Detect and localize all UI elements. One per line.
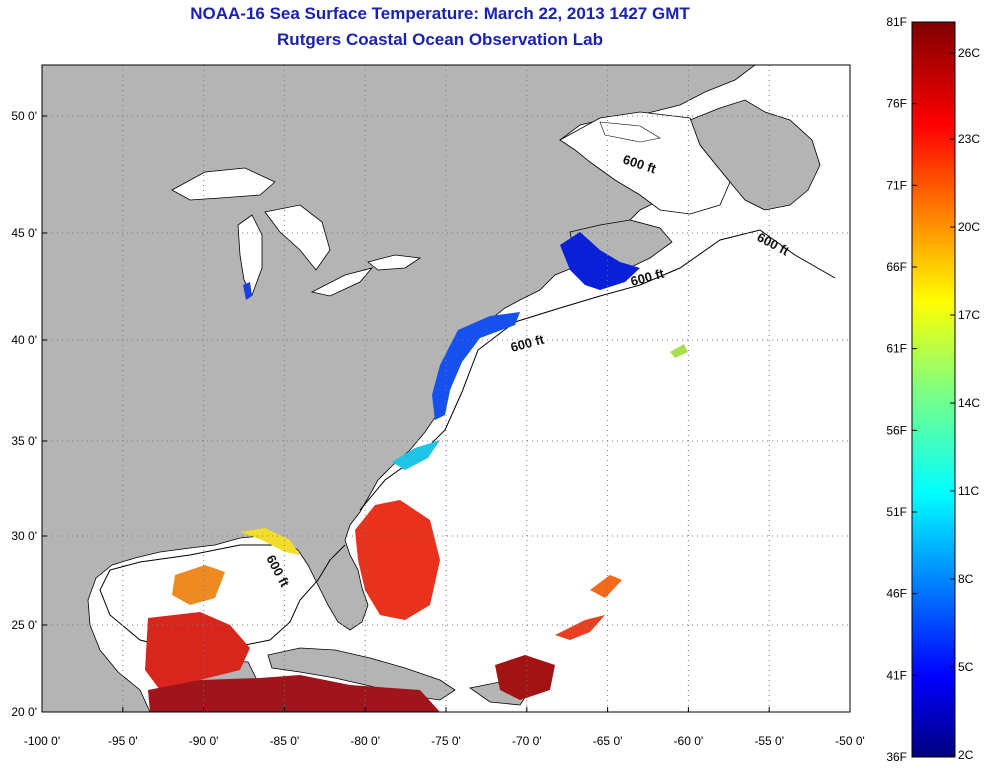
lake-michigan	[237, 214, 263, 296]
y-tick-label: 20 0'	[11, 705, 37, 719]
x-axis: -100 0' -95 0' -90 0' -85 0' -80 0' -75 0' -70…	[24, 707, 865, 748]
sst-cool-hatteras	[392, 440, 440, 470]
y-tick-label: 35 0'	[11, 434, 37, 448]
colorbar-f-label: 46F	[886, 587, 907, 601]
x-tick-label: -85 0'	[270, 734, 300, 748]
lake-ontario	[367, 254, 422, 271]
x-tick-label: -95 0'	[108, 734, 138, 748]
lake-superior	[171, 167, 276, 201]
sst-offshore-green	[670, 344, 688, 358]
colorbar-f-label: 56F	[886, 423, 907, 437]
sst-gulf-yellow-coast	[240, 528, 300, 555]
y-tick-label: 50 0'	[11, 109, 37, 123]
colorbar-celsius-labels: 26C 23C 20C 17C 14C 11C 8C 5C 2C	[950, 46, 980, 762]
colorbar-c-label: 26C	[958, 46, 980, 60]
map-title: NOAA-16 Sea Surface Temperature: March 2…	[190, 4, 690, 23]
sst-gulf-central	[172, 565, 225, 605]
x-tick-label: -55 0'	[754, 734, 784, 748]
colorbar-c-label: 20C	[958, 220, 980, 234]
colorbar-fahrenheit-labels: 81F 76F 71F 66F 61F 56F 51F 46F 41F 36F	[886, 15, 917, 764]
sst-warm-caribbean-east	[495, 655, 555, 700]
lake-winnipeg-area	[599, 121, 661, 143]
y-axis: 20 0' 25 0' 30 0' 35 0' 40 0' 45 0' 50 0'	[11, 109, 47, 719]
colorbar-c-label: 8C	[958, 572, 974, 586]
sst-warm-florida	[355, 500, 440, 620]
x-tick-label: -70 0'	[512, 734, 542, 748]
sst-lake-michigan	[243, 282, 252, 300]
lake-erie	[310, 267, 374, 297]
x-tick-label: -90 0'	[189, 734, 219, 748]
sst-gulf-west	[145, 612, 250, 690]
colorbar-c-label: 14C	[958, 396, 980, 410]
lake-huron	[264, 204, 331, 271]
colorbar-f-label: 41F	[886, 668, 907, 682]
y-tick-label: 30 0'	[11, 529, 37, 543]
sst-warm-sargasso	[590, 575, 622, 598]
gulf-of-st-lawrence	[559, 111, 731, 215]
colorbar	[911, 21, 956, 758]
sst-cold-mid-atlantic	[432, 312, 520, 420]
x-tick-label: -65 0'	[593, 734, 623, 748]
colorbar-f-label: 51F	[886, 505, 907, 519]
x-tick-label: -50 0'	[835, 734, 865, 748]
y-tick-label: 40 0'	[11, 333, 37, 347]
y-tick-label: 25 0'	[11, 618, 37, 632]
x-tick-label: -100 0'	[24, 734, 60, 748]
land-cuba	[267, 647, 456, 701]
colorbar-f-label: 66F	[886, 260, 907, 274]
colorbar-f-label: 76F	[886, 97, 907, 111]
colorbar-f-label: 71F	[886, 178, 907, 192]
colorbar-f-label: 36F	[886, 750, 907, 764]
sst-caribbean-north	[148, 675, 440, 712]
y-tick-label: 45 0'	[11, 226, 37, 240]
map-subtitle: Rutgers Coastal Ocean Observation Lab	[277, 30, 603, 49]
colorbar-f-label: 61F	[886, 342, 907, 356]
sst-warm-patch-2	[555, 615, 605, 640]
colorbar-c-label: 11C	[958, 484, 979, 498]
colorbar-c-label: 17C	[958, 308, 980, 322]
colorbar-c-label: 2C	[958, 748, 974, 762]
colorbar-c-label: 5C	[958, 660, 974, 674]
x-tick-label: -80 0'	[350, 734, 380, 748]
x-tick-label: -60 0'	[674, 734, 704, 748]
colorbar-c-label: 23C	[958, 132, 980, 146]
sst-cold-gulf-of-maine	[560, 232, 640, 290]
x-tick-label: -75 0'	[431, 734, 461, 748]
colorbar-f-label: 81F	[886, 15, 907, 29]
